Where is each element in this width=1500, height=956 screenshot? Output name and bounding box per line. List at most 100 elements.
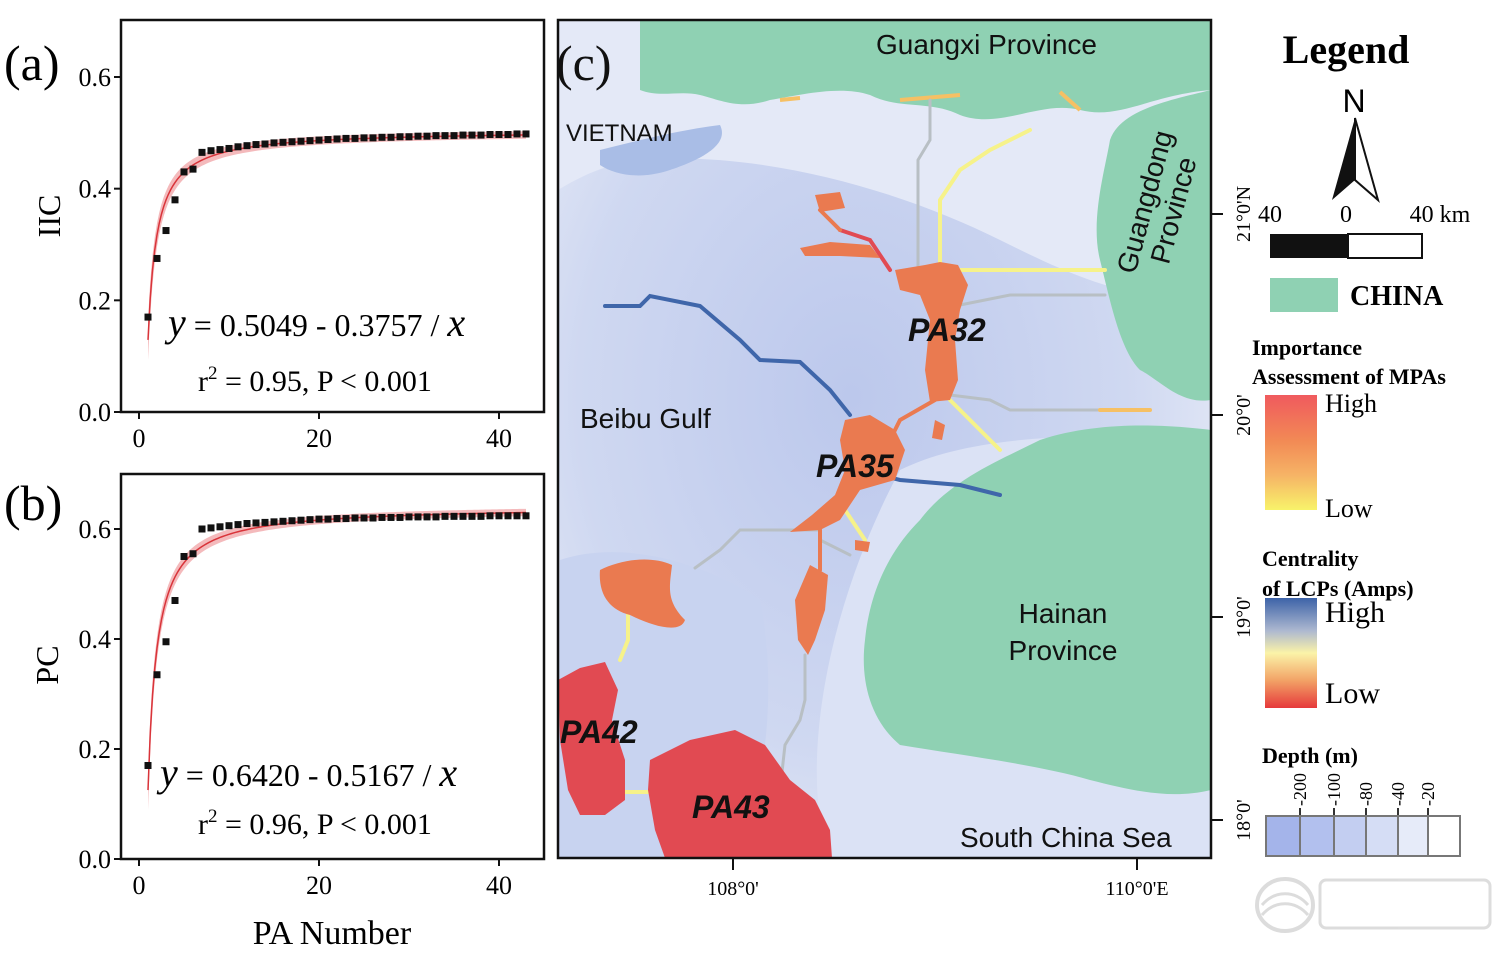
label-pa43: PA43 bbox=[692, 789, 770, 825]
data-point bbox=[396, 133, 404, 141]
data-point bbox=[486, 131, 494, 139]
depth-label: -20 bbox=[1418, 782, 1438, 806]
north-arrow-icon bbox=[1332, 117, 1380, 203]
lat-label-18: 18°0' bbox=[1233, 799, 1255, 841]
panel-b-label: (b) bbox=[4, 475, 62, 531]
scale-mid: 0 bbox=[1340, 202, 1352, 228]
data-point bbox=[333, 515, 341, 523]
stats-b-sup: 2 bbox=[208, 806, 218, 827]
data-point bbox=[297, 516, 305, 524]
ytick-label: 0.6 bbox=[79, 63, 112, 92]
data-point bbox=[360, 514, 368, 522]
lat-label-19: 19°0' bbox=[1233, 596, 1255, 638]
data-point bbox=[306, 137, 314, 145]
data-point bbox=[171, 196, 179, 204]
panel-a-stats: r2 = 0.95, P < 0.001 bbox=[198, 363, 432, 398]
map-frame bbox=[556, 18, 1213, 860]
data-point bbox=[261, 140, 269, 148]
lcp-high-1 bbox=[603, 293, 852, 417]
scale-bar-black bbox=[1270, 234, 1348, 258]
data-point bbox=[306, 516, 314, 524]
map-graticule bbox=[732, 213, 1223, 870]
data-point bbox=[378, 133, 386, 141]
label-pa32: PA32 bbox=[908, 312, 986, 348]
eq-b-rhs: = 0.6420 - 0.5167 / bbox=[178, 757, 440, 793]
lon-label-108: 108°0' bbox=[707, 878, 759, 900]
label-pa35: PA35 bbox=[816, 448, 895, 484]
label-guangxi: Guangxi Province bbox=[876, 29, 1097, 60]
watermark-logo-icon bbox=[1255, 877, 1492, 933]
guangdong-land bbox=[1096, 90, 1211, 401]
lcp-low-7 bbox=[843, 508, 867, 542]
data-point bbox=[324, 515, 332, 523]
data-point bbox=[423, 132, 431, 140]
eq-b-y: y bbox=[156, 750, 178, 795]
data-point bbox=[252, 519, 260, 527]
data-point bbox=[333, 135, 341, 143]
data-point bbox=[450, 132, 458, 140]
depth-label: -40 bbox=[1388, 782, 1408, 806]
data-point bbox=[243, 520, 251, 527]
data-point bbox=[360, 134, 368, 142]
data-point bbox=[504, 512, 512, 520]
xtick-label: 20 bbox=[306, 424, 332, 453]
ytick-label: 0.4 bbox=[79, 625, 112, 654]
pa-small-5 bbox=[795, 565, 828, 655]
data-point bbox=[180, 553, 188, 560]
pa-small-4 bbox=[855, 540, 870, 552]
depth-ticks: -200 -100 -80 -40 -20 bbox=[1290, 773, 1438, 816]
lcp-orange-1 bbox=[818, 208, 842, 232]
eq-a-rhs: = 0.5049 - 0.3757 / bbox=[186, 307, 448, 343]
data-point bbox=[207, 147, 215, 155]
scale-left: 40 bbox=[1258, 202, 1282, 228]
xtick-label: 40 bbox=[486, 871, 512, 900]
stats-b-text: = 0.96, P < 0.001 bbox=[218, 808, 432, 841]
label-pa42: PA42 bbox=[560, 714, 638, 750]
lcp-red-1 bbox=[838, 228, 892, 272]
eq-a-x: x bbox=[446, 300, 465, 345]
eq-a-y: y bbox=[164, 300, 186, 345]
data-point bbox=[342, 515, 350, 523]
lcp-mid-2 bbox=[958, 293, 1107, 307]
importance-high: High bbox=[1325, 389, 1377, 418]
data-point bbox=[513, 512, 521, 520]
protected-areas bbox=[558, 192, 968, 858]
depth-swatch-40 bbox=[1365, 815, 1399, 857]
label-hainan-2: Province bbox=[1009, 635, 1118, 666]
data-point bbox=[351, 514, 359, 522]
data-point bbox=[288, 517, 296, 525]
depth-swatch-0 bbox=[1427, 815, 1461, 857]
data-point bbox=[189, 165, 197, 173]
guangxi-land bbox=[640, 20, 1211, 120]
data-point bbox=[495, 512, 503, 520]
data-point bbox=[297, 137, 305, 145]
data-point bbox=[225, 522, 233, 530]
pa-pa35 bbox=[790, 415, 905, 532]
depth-swatch-20 bbox=[1397, 815, 1429, 857]
lcp-mid-6 bbox=[778, 653, 807, 792]
data-point bbox=[414, 132, 422, 140]
lcp-low-5 bbox=[618, 613, 630, 662]
centrality-title-2: of LCPs (Amps) bbox=[1262, 576, 1414, 601]
panel-a-ylabel: IIC bbox=[31, 195, 67, 238]
depth-swatch-80 bbox=[1333, 815, 1367, 857]
data-point bbox=[279, 138, 287, 146]
data-point bbox=[162, 638, 170, 646]
ytick-label: 0.2 bbox=[79, 286, 112, 315]
data-point bbox=[243, 142, 251, 150]
data-point bbox=[315, 136, 323, 144]
panel-b-frame bbox=[119, 472, 546, 861]
panel-a-equation: y = 0.5049 - 0.3757 / x bbox=[164, 300, 465, 345]
data-point bbox=[207, 524, 215, 532]
data-point bbox=[144, 762, 152, 769]
label-vietnam: VIETNAM bbox=[566, 120, 673, 147]
label-scs: South China Sea bbox=[960, 822, 1172, 853]
importance-low: Low bbox=[1325, 494, 1373, 523]
depth-swatch-100 bbox=[1299, 815, 1335, 857]
panel-c-label: (c) bbox=[556, 35, 612, 91]
stats-b-r: r bbox=[198, 808, 208, 841]
data-point bbox=[477, 512, 485, 520]
data-point bbox=[387, 133, 395, 141]
data-point bbox=[279, 517, 287, 525]
